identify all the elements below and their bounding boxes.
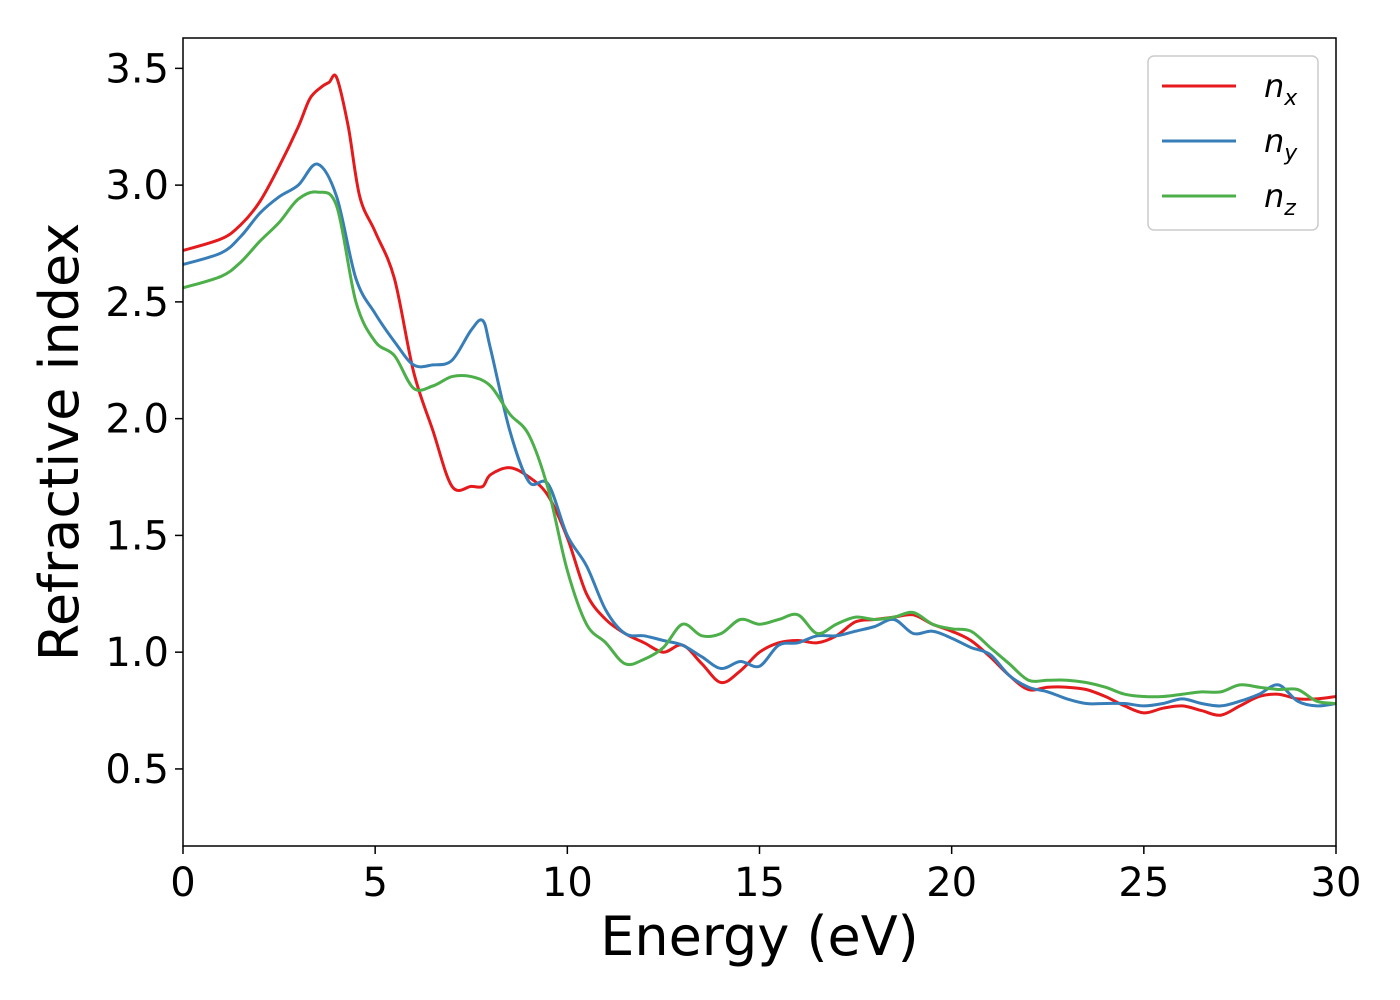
y-tick-label: 3.5 (105, 46, 169, 92)
x-tick-label: 5 (362, 860, 387, 906)
legend-label-z: nz (1264, 177, 1296, 221)
x-axis-title: Energy (eV) (600, 905, 919, 968)
legend-label-y: ny (1264, 122, 1298, 166)
y-tick-label: 2.5 (105, 280, 169, 326)
x-tick-label: 0 (170, 860, 195, 906)
legend-box (1147, 55, 1319, 231)
y-axis-title: Refractive index (28, 223, 91, 662)
legend-label-x: nx (1264, 67, 1298, 111)
x-tick-label: 15 (734, 860, 785, 906)
y-tick-label: 2.0 (105, 397, 169, 443)
y-tick-label: 0.5 (105, 747, 169, 793)
x-axis-ticks: 0 5 10 15 20 25 30 (170, 846, 1361, 906)
x-tick-label: 25 (1118, 860, 1169, 906)
y-axis-ticks: 0.5 1.0 1.5 2.0 2.5 3.0 3.5 (105, 46, 183, 793)
legend: nx ny nz (1147, 55, 1319, 231)
x-tick-label: 20 (926, 860, 977, 906)
x-tick-label: 30 (1311, 860, 1362, 906)
y-tick-label: 3.0 (105, 163, 169, 209)
plot-lines (183, 73, 1336, 717)
series-line-z (183, 190, 1336, 705)
x-tick-label: 10 (542, 860, 593, 906)
y-tick-label: 1.0 (105, 630, 169, 676)
series-line-y (183, 162, 1336, 708)
series-line-x (183, 73, 1336, 717)
y-tick-label: 1.5 (105, 513, 169, 559)
